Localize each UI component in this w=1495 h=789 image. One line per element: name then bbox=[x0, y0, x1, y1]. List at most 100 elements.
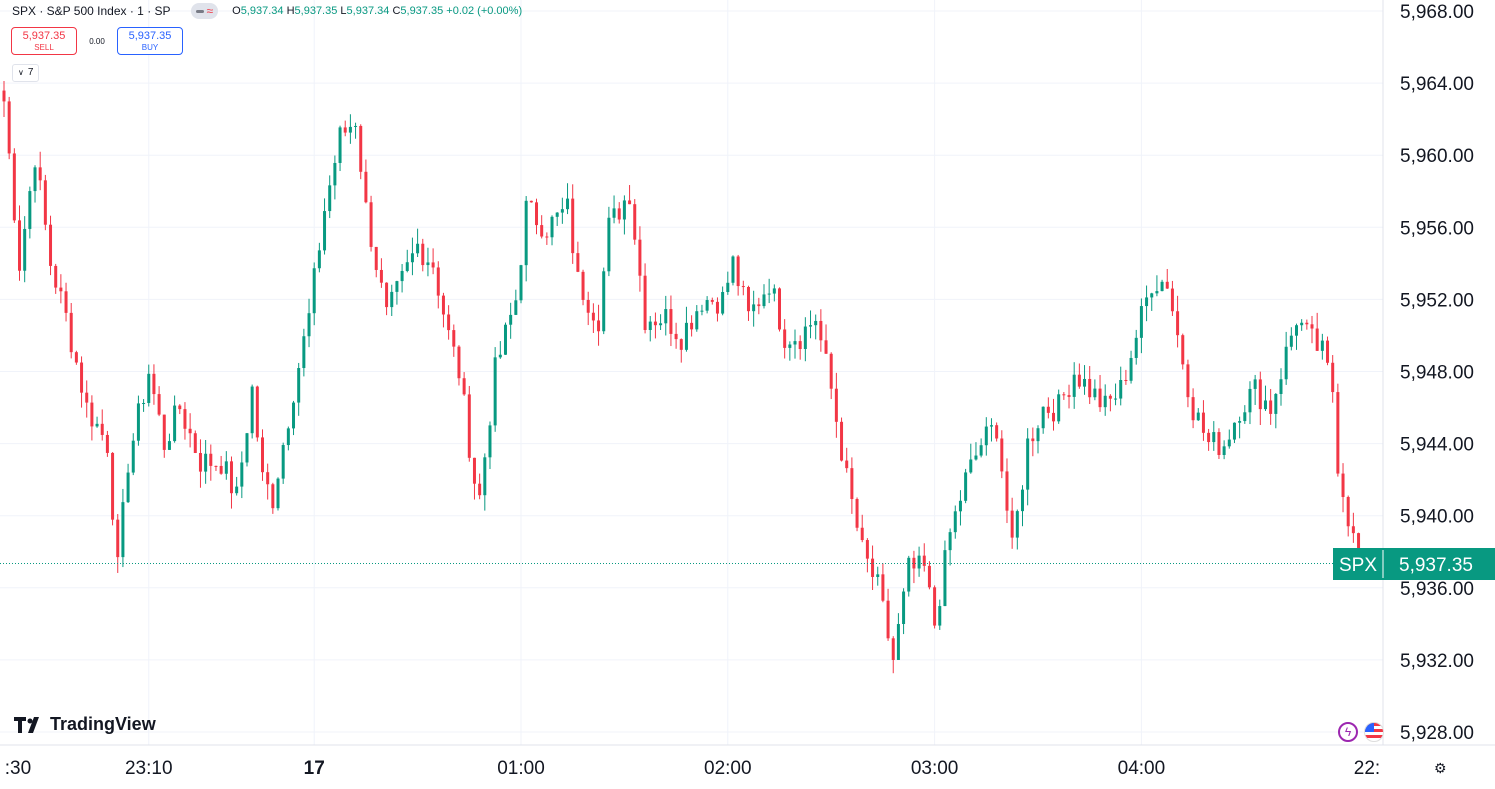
symbol-title[interactable]: SPX · S&P 500 Index · 1 · SP bbox=[12, 4, 171, 18]
candle-body bbox=[224, 461, 228, 474]
candle-body bbox=[209, 453, 213, 466]
candle-body bbox=[198, 452, 202, 472]
candle-body bbox=[1088, 378, 1092, 398]
candle-body bbox=[871, 558, 875, 577]
candle-body bbox=[219, 465, 223, 474]
candle-body bbox=[1165, 281, 1169, 289]
candle-body bbox=[1217, 432, 1221, 455]
candle-body bbox=[462, 378, 466, 395]
time-tick-label: 04:00 bbox=[1118, 758, 1166, 779]
candle-body bbox=[798, 341, 802, 350]
candle-body bbox=[405, 262, 409, 271]
candle-body bbox=[498, 354, 502, 358]
candle-body bbox=[746, 286, 750, 312]
candle-body bbox=[1072, 374, 1076, 397]
candle-body bbox=[643, 275, 647, 330]
sell-button[interactable]: 5,937.35 SELL bbox=[11, 27, 77, 55]
us-flag-icon[interactable] bbox=[1364, 722, 1384, 742]
candle-body bbox=[503, 324, 507, 355]
candle-body bbox=[493, 357, 497, 426]
candle-body bbox=[271, 484, 275, 509]
candle-body bbox=[214, 465, 218, 467]
candle-body bbox=[829, 353, 833, 389]
candle-body bbox=[354, 125, 358, 127]
candle-body bbox=[1263, 400, 1267, 410]
candle-body bbox=[400, 270, 404, 282]
candle-body bbox=[581, 271, 585, 300]
candle-body bbox=[948, 532, 952, 551]
time-axis[interactable]: :30 23:10 17 01:00 02:00 03:00 04:00 22: bbox=[5, 758, 1380, 779]
candle-body bbox=[338, 127, 342, 163]
candle-body bbox=[679, 339, 683, 350]
candle-body bbox=[266, 472, 270, 485]
candle-body bbox=[167, 441, 171, 450]
buy-button[interactable]: 5,937.35 BUY bbox=[117, 27, 183, 55]
candle-body bbox=[741, 286, 745, 288]
buy-label: BUY bbox=[141, 43, 159, 52]
candle-body bbox=[933, 587, 937, 626]
candle-body bbox=[845, 460, 849, 469]
candle-body bbox=[152, 373, 156, 395]
legend-toggle[interactable]: ≈ bbox=[190, 3, 219, 19]
candle-body bbox=[622, 200, 626, 220]
candle-body bbox=[379, 269, 383, 283]
candle-body bbox=[1351, 526, 1355, 534]
candle-body bbox=[566, 198, 570, 210]
candle-body bbox=[540, 225, 544, 237]
candle-body bbox=[617, 208, 621, 220]
candle-body bbox=[1341, 473, 1345, 498]
candle-body bbox=[876, 574, 880, 577]
candle-body bbox=[395, 281, 399, 292]
candle-body bbox=[7, 101, 11, 154]
price-axis[interactable]: 5,968.00 5,964.00 5,960.00 5,956.00 5,952.00… bbox=[1400, 2, 1474, 744]
candle-body bbox=[814, 320, 818, 326]
candle-body bbox=[772, 288, 776, 294]
candle-body bbox=[881, 574, 885, 601]
candle-body bbox=[162, 414, 166, 450]
candle-body bbox=[1114, 398, 1118, 400]
candle-body bbox=[297, 368, 301, 403]
candle-body bbox=[64, 291, 68, 313]
candle-body bbox=[1336, 392, 1340, 474]
settings-gear-icon[interactable]: ⚙ bbox=[1434, 760, 1447, 776]
candle-body bbox=[1222, 446, 1226, 455]
candle-body bbox=[478, 483, 482, 496]
candle-body bbox=[586, 299, 590, 313]
lightning-icon[interactable]: ϟ bbox=[1338, 722, 1358, 742]
candle-body bbox=[235, 486, 239, 494]
close-value: 5,937.35 bbox=[400, 5, 444, 17]
candle-body bbox=[1020, 489, 1024, 512]
price-tick-label: 5,952.00 bbox=[1400, 290, 1474, 311]
candle-body bbox=[1238, 421, 1242, 423]
candle-body bbox=[317, 250, 321, 269]
candle-body bbox=[824, 340, 828, 354]
candle-body bbox=[1196, 412, 1200, 421]
last-price-symbol: SPX bbox=[1339, 555, 1377, 576]
candle-body bbox=[803, 326, 807, 350]
candle-body bbox=[467, 394, 471, 458]
bottom-right-icons: ϟ bbox=[1338, 722, 1384, 742]
candle-body bbox=[535, 202, 539, 226]
spread-value: 0.00 bbox=[89, 36, 105, 46]
candle-body bbox=[12, 153, 16, 221]
candle-body bbox=[638, 239, 642, 276]
price-tick-label: 5,928.00 bbox=[1400, 723, 1474, 744]
tradingview-logo[interactable]: TradingView bbox=[14, 714, 156, 735]
candle-body bbox=[472, 457, 476, 484]
candle-body bbox=[1077, 374, 1081, 387]
candle-body bbox=[333, 162, 337, 186]
time-tick-label: 23:10 bbox=[125, 758, 173, 779]
candle-body bbox=[514, 300, 518, 315]
candle-body bbox=[902, 591, 906, 625]
candle-body bbox=[131, 440, 135, 473]
candle-body bbox=[860, 527, 864, 541]
candle-body bbox=[1186, 364, 1190, 398]
candle-body bbox=[628, 200, 632, 205]
candle-body bbox=[850, 468, 854, 500]
candle-body bbox=[204, 453, 208, 472]
candle-body bbox=[865, 540, 869, 559]
candle-body bbox=[328, 185, 332, 212]
indicators-collapse-button[interactable]: ∨ 7 bbox=[12, 64, 40, 82]
candle-body bbox=[385, 282, 389, 308]
